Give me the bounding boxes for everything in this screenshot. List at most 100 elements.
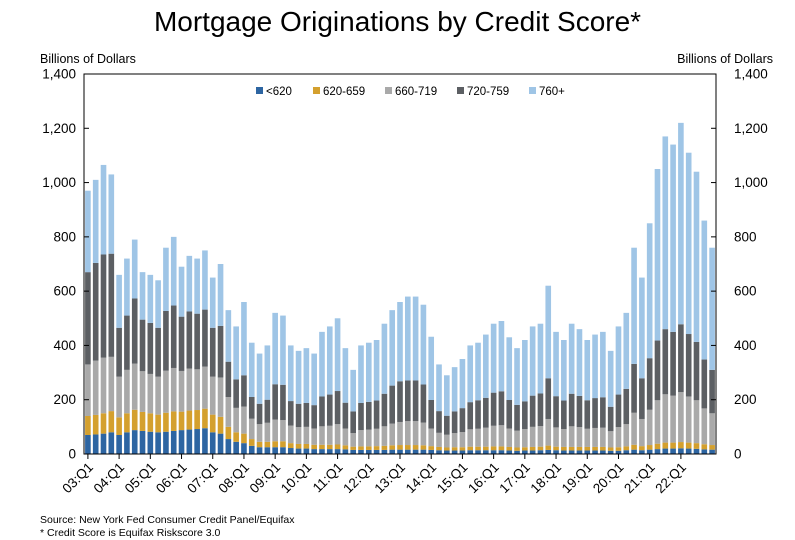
bar-segment-4-q12 [170, 305, 177, 368]
bar-segment-5-q62 [561, 340, 567, 401]
bar-segment-5-q61 [553, 331, 559, 397]
x-tick-label: 03:Q1 [59, 460, 96, 497]
legend-label-5: 760+ [539, 86, 565, 98]
legend-swatch-4 [457, 87, 464, 94]
bar-segment-2-q29 [303, 443, 310, 449]
bar-segment-2-q70 [623, 446, 630, 451]
bar-segment-5-q15 [194, 258, 200, 314]
x-tick-label: 16:Q1 [465, 460, 502, 497]
bar-segment-1-q66 [592, 450, 598, 454]
bar-segment-3-q68 [607, 431, 614, 448]
x-tick-label: 18:Q1 [528, 460, 565, 497]
bar-segment-1-q7 [131, 430, 138, 454]
bar-segment-3-q20 [233, 407, 239, 433]
bar-segment-4-q50 [467, 402, 474, 430]
bar-segment-2-q53 [490, 446, 497, 451]
bar-segment-3-q15 [194, 369, 200, 411]
bar-segment-5-q19 [225, 310, 232, 362]
bar-segment-1-q60 [545, 449, 552, 454]
bar-segment-3-q23 [256, 424, 263, 442]
footnote: * Credit Score is Equifax Riskscore 3.0 [40, 527, 221, 539]
bar-segment-2-q75 [662, 442, 669, 449]
bar-segment-5-q65 [584, 340, 591, 401]
bar-segment-5-q51 [475, 342, 481, 401]
bar-segment-4-q37 [365, 401, 372, 430]
bar-segment-3-q17 [209, 376, 216, 415]
bar-segment-2-q47 [444, 447, 450, 451]
left-axis-unit: Billions of Dollars [40, 52, 136, 66]
bar-segment-2-q51 [475, 446, 481, 451]
bar-segment-5-q8 [139, 272, 146, 320]
x-tick-label: 05:Q1 [122, 460, 159, 497]
bar-segment-5-q22 [248, 342, 255, 397]
bar-segment-1-q15 [194, 429, 200, 454]
bar-segment-4-q19 [225, 361, 232, 397]
bar-segment-2-q65 [584, 446, 591, 451]
bar-segment-5-q44 [420, 304, 427, 385]
bar-segment-4-q75 [662, 329, 669, 395]
bar-segment-1-q35 [350, 449, 356, 454]
bar-segment-1-q78 [685, 448, 692, 454]
bar-segment-2-q44 [420, 445, 427, 450]
bar-segment-3-q52 [483, 427, 489, 447]
bar-segment-4-q43 [412, 380, 419, 422]
bar-segment-1-q1 [85, 435, 91, 454]
bar-segment-3-q28 [295, 427, 302, 444]
bar-segment-3-q72 [639, 418, 645, 447]
bar-segment-3-q40 [389, 423, 396, 446]
bar-segment-1-q57 [522, 450, 528, 454]
bar-segment-4-q9 [147, 322, 154, 374]
bar-segment-4-q69 [615, 394, 622, 428]
bar-segment-1-q2 [92, 434, 99, 454]
bar-segment-4-q76 [670, 331, 676, 396]
bar-segment-3-q75 [662, 394, 669, 443]
bar-segment-3-q30 [311, 428, 317, 445]
bar-segment-2-q55 [506, 446, 513, 451]
bar-segment-2-q28 [295, 443, 302, 449]
bar-segment-4-q34 [342, 402, 349, 429]
bar-segment-5-q29 [303, 348, 310, 403]
bar-segment-4-q28 [295, 403, 302, 428]
bar-segment-2-q67 [600, 446, 606, 451]
bar-segment-4-q1 [85, 272, 91, 365]
bar-segment-5-q67 [600, 331, 606, 398]
bar-segment-2-q20 [233, 432, 239, 442]
bar-segment-4-q62 [561, 400, 567, 430]
bar-segment-5-q69 [615, 326, 622, 395]
bar-segment-4-q25 [272, 384, 278, 420]
legend-label-4: 720-759 [467, 86, 509, 98]
legend: <620 620-659 660-719 720-759 760+ [256, 86, 565, 98]
bar-segment-5-q58 [529, 326, 536, 396]
bar-segment-5-q31 [319, 331, 325, 397]
bar-segment-4-q24 [264, 399, 271, 423]
bar-segment-2-q78 [685, 442, 692, 449]
bar-segment-5-q2 [92, 179, 99, 263]
bar-segment-1-q29 [303, 448, 310, 454]
right-tick-label: 400 [734, 338, 757, 353]
bar-segment-4-q10 [155, 327, 161, 377]
bar-segment-3-q71 [631, 412, 637, 445]
bar-segment-4-q53 [490, 392, 497, 426]
bar-segment-3-q11 [163, 370, 169, 413]
right-tick-label: 1,400 [734, 67, 768, 82]
x-axis: 03:Q104:Q105:Q106:Q107:Q108:Q109:Q110:Q1… [59, 454, 689, 496]
bar-segment-1-q13 [178, 430, 185, 454]
bar-segment-2-q26 [280, 441, 286, 448]
bar-segment-3-q57 [522, 429, 528, 448]
bar-segment-5-q18 [217, 264, 224, 326]
bar-segment-5-q80 [701, 220, 708, 360]
right-tick-label: 800 [734, 229, 757, 244]
bar-segment-4-q66 [592, 398, 598, 428]
bar-segment-2-q32 [326, 444, 333, 450]
bar-segment-2-q6 [124, 413, 130, 433]
bar-segment-1-q49 [459, 450, 466, 454]
bar-segment-4-q26 [280, 384, 286, 421]
bar-segment-1-q52 [483, 450, 489, 454]
bar-segment-3-q41 [397, 421, 403, 446]
bar-segment-5-q81 [709, 247, 715, 370]
legend-swatch-1 [256, 87, 263, 94]
bar-segment-4-q63 [568, 393, 575, 427]
right-tick-label: 200 [734, 392, 757, 407]
bar-segment-5-q43 [412, 296, 419, 381]
